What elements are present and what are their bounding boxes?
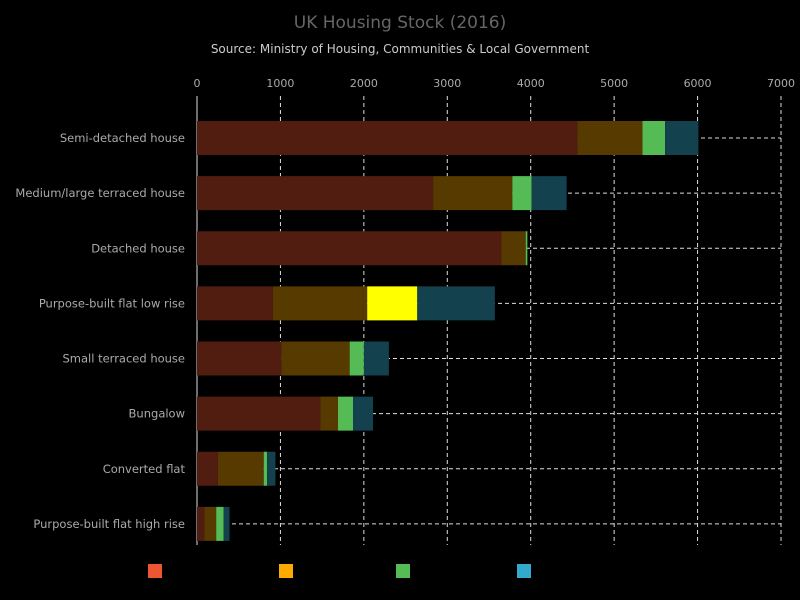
bar-segment[interactable] xyxy=(272,286,368,321)
bar-segment[interactable] xyxy=(197,506,205,541)
bar-segment[interactable] xyxy=(642,121,666,155)
bar-segment[interactable] xyxy=(267,451,276,486)
x-tick-label: 2000 xyxy=(350,77,378,90)
category-label: Purpose-built flat low rise xyxy=(39,296,185,310)
grid-layer xyxy=(196,96,782,545)
bar-segment[interactable] xyxy=(197,286,273,321)
x-tick-label: 4000 xyxy=(517,77,545,90)
bar-segment[interactable] xyxy=(197,396,321,431)
category-label: Small terraced house xyxy=(62,352,185,366)
bar-segment[interactable] xyxy=(501,231,526,266)
bar-segment[interactable] xyxy=(417,286,495,321)
bars-layer xyxy=(197,121,699,541)
bar-segment[interactable] xyxy=(197,121,578,155)
bar-segment[interactable] xyxy=(665,121,699,155)
x-tick-labels: 0 1000 2000 3000 4000 5000 6000 7000 xyxy=(194,77,796,90)
bar-segment[interactable] xyxy=(281,341,350,376)
bar-segment[interactable] xyxy=(512,176,532,211)
legend-swatch[interactable] xyxy=(148,564,162,578)
bar-segment[interactable] xyxy=(337,396,354,431)
bar-segment[interactable] xyxy=(353,396,374,431)
x-tick-label: 6000 xyxy=(684,77,712,90)
category-label: Purpose-built flat high rise xyxy=(33,517,185,531)
x-tick-label: 0 xyxy=(194,77,201,90)
bar-segment[interactable] xyxy=(197,341,282,376)
bar-segment[interactable] xyxy=(367,286,418,321)
bar-segment[interactable] xyxy=(197,231,502,266)
bar-segment[interactable] xyxy=(577,121,643,155)
bar-segment[interactable] xyxy=(197,451,218,486)
bar-segment[interactable] xyxy=(223,506,230,541)
bar-segment[interactable] xyxy=(320,396,338,431)
x-tick-label: 3000 xyxy=(433,77,461,90)
category-label: Medium/large terraced house xyxy=(15,186,185,200)
bar-segment[interactable] xyxy=(197,176,434,211)
bar-segment[interactable] xyxy=(525,231,528,266)
bar-segment[interactable] xyxy=(349,341,364,376)
bar-segment[interactable] xyxy=(263,451,268,486)
category-label: Bungalow xyxy=(129,407,185,421)
x-tick-label: 7000 xyxy=(767,77,795,90)
category-labels: Semi-detached house Medium/large terraced… xyxy=(15,131,185,531)
bar-segment[interactable] xyxy=(204,506,217,541)
category-label: Converted flat xyxy=(103,462,186,476)
legend-swatch[interactable] xyxy=(396,564,410,578)
legend xyxy=(148,564,531,578)
chart-title: UK Housing Stock (2016) xyxy=(294,13,506,33)
category-label: Semi-detached house xyxy=(60,131,185,145)
category-label: Detached house xyxy=(91,241,185,255)
bar-segment[interactable] xyxy=(216,506,224,541)
bar-segment[interactable] xyxy=(531,176,567,211)
legend-swatch[interactable] xyxy=(517,564,531,578)
legend-swatch[interactable] xyxy=(279,564,293,578)
bar-segment[interactable] xyxy=(433,176,513,211)
x-tick-label: 1000 xyxy=(266,77,294,90)
chart-subtitle: Source: Ministry of Housing, Communities… xyxy=(211,42,590,56)
bar-segment[interactable] xyxy=(363,341,389,376)
x-tick-label: 5000 xyxy=(600,77,628,90)
bar-segment[interactable] xyxy=(217,451,264,486)
